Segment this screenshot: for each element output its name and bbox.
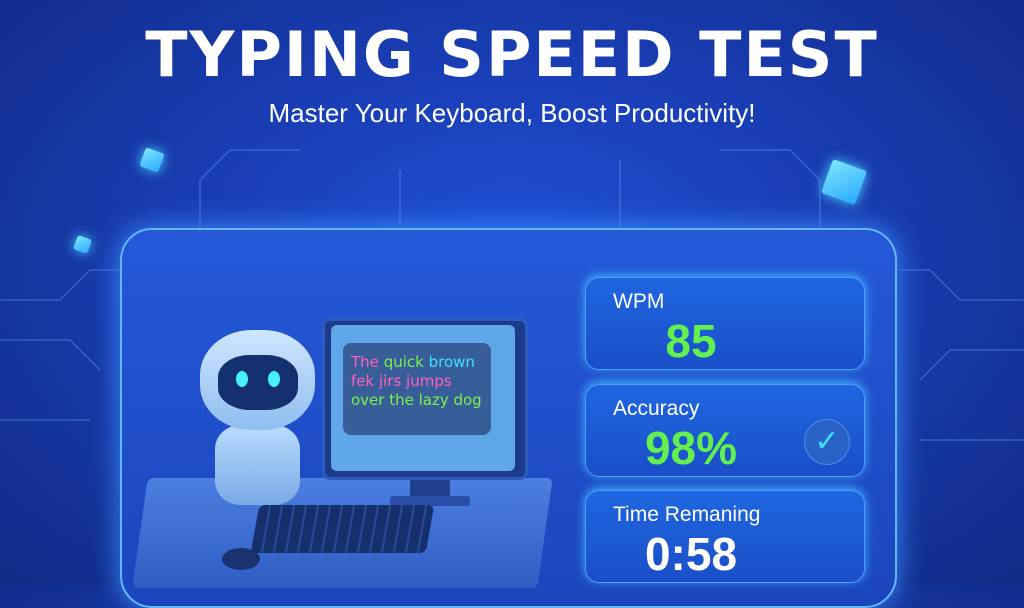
robot-eye [268,371,280,387]
accuracy-label: Accuracy [613,397,700,420]
accuracy-card: Accuracy 98% ✓ [585,384,865,477]
robot-face [218,355,298,410]
text-word: brown [428,353,475,371]
accuracy-value: 98% [644,422,738,474]
page-title: TYPING SPEED TEST [145,18,879,91]
time-value: 0:58 [644,528,738,580]
monitor-screen: The quick brown fek jirs jumps over the … [331,325,515,471]
robot-eye [236,371,248,387]
text-word: The [351,353,379,371]
check-icon: ✓ [804,419,850,465]
text-word: quick [383,353,424,371]
typing-text-box: The quick brown fek jirs jumps over the … [343,343,491,435]
keyboard [250,505,435,553]
page-subtitle: Master Your Keyboard, Boost Productivity… [268,98,756,128]
wpm-label: WPM [613,290,665,313]
wpm-card: WPM 85 [585,277,865,370]
monitor: The quick brown fek jirs jumps over the … [322,318,528,480]
time-label: Time Remaning [613,503,761,526]
wpm-value: 85 [665,315,717,367]
text-line: over the lazy dog [351,391,482,409]
robot-head [200,330,315,430]
monitor-base [390,496,470,506]
circuit-background [0,149,1024,441]
time-card: Time Remaning 0:58 [585,490,865,583]
robot-body [215,425,300,505]
mouse [222,548,260,570]
text-line: fek jirs jumps [351,372,452,390]
monitor-stand [410,480,450,500]
